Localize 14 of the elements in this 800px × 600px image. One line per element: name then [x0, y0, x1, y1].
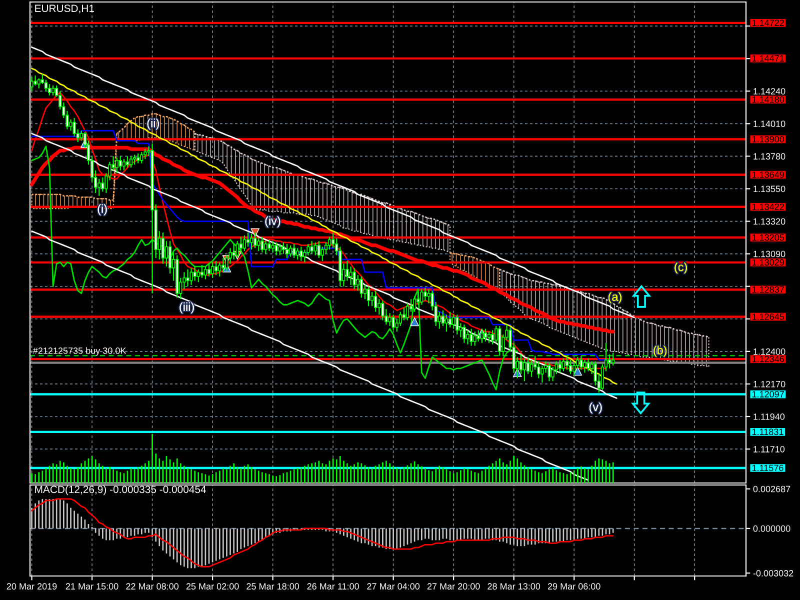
x-tick-label: 22 Mar 08:00	[126, 583, 179, 590]
y-tick-label: 0.000000	[753, 525, 790, 532]
x-tick-label: 26 Mar 11:00	[307, 583, 359, 590]
x-tick-label: 25 Mar 18:00	[246, 583, 300, 590]
x-tick-label: 21 Mar 15:00	[66, 583, 118, 590]
x-tick-label: 27 Mar 20:00	[427, 583, 480, 590]
x-tick-label: 27 Mar 04:00	[367, 583, 420, 590]
x-tick-label: 28 Mar 13:00	[488, 583, 540, 590]
chart-title: MACD(12,26,9) -0.000335 -0.000454	[35, 485, 206, 496]
x-tick-label: 20 Mar 2019	[6, 583, 57, 590]
y-tick-label: 0.002687	[753, 486, 790, 492]
x-tick-label: 25 Mar 02:00	[186, 583, 239, 590]
y-tick-label: -0.003032	[753, 570, 794, 576]
x-tick-label: 29 Mar 06:00	[548, 583, 600, 590]
